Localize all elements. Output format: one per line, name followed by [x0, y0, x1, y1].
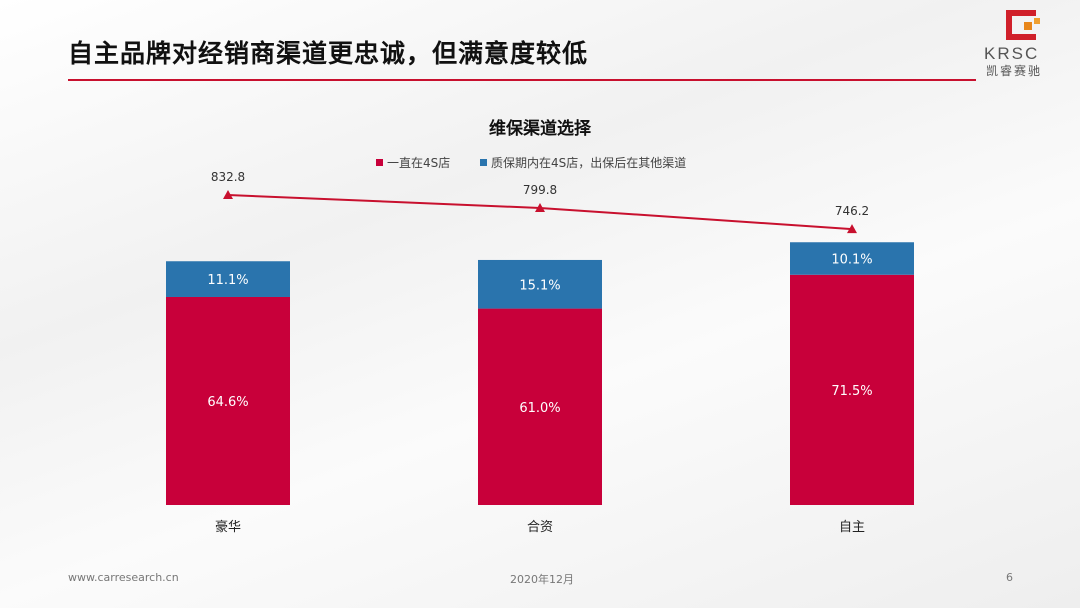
- data-label: 10.1%: [831, 253, 872, 268]
- logo-cn: 凯睿赛驰: [986, 64, 1043, 78]
- footer-url: www.carresearch.cn: [68, 571, 179, 584]
- bar-segment: [478, 259, 602, 309]
- data-label: 11.1%: [207, 273, 248, 288]
- krsc-logo: [1006, 10, 1040, 40]
- line-label: 799.8: [523, 183, 557, 197]
- bar-segment: [166, 296, 290, 505]
- line-label: 832.8: [211, 170, 245, 184]
- bar-segment: [790, 242, 914, 275]
- data-label: 61.0%: [519, 401, 560, 416]
- data-label: 15.1%: [519, 278, 560, 293]
- line-marker: [223, 190, 233, 199]
- logo-text: KRSC: [984, 44, 1040, 63]
- legend-swatch-blue: [480, 159, 487, 166]
- line-series: [227, 194, 853, 231]
- line-marker: [535, 203, 545, 213]
- legend-label-0: 一直在4S店: [387, 156, 450, 170]
- line-marker: [847, 224, 857, 234]
- chart-title: 维保渠道选择: [489, 118, 592, 139]
- category-label: 合资: [527, 520, 553, 535]
- legend: 一直在4S店 质保期内在4S店，出保后在其他渠道: [376, 156, 686, 170]
- bar-segment: [790, 274, 914, 505]
- legend-label-1: 质保期内在4S店，出保后在其他渠道: [491, 156, 686, 170]
- bar-segment: [478, 308, 602, 505]
- category-label: 自主: [839, 520, 865, 535]
- data-label: 71.5%: [831, 384, 872, 399]
- legend-swatch-red: [376, 159, 383, 166]
- category-label: 豪华: [215, 519, 241, 535]
- title-underline: [68, 79, 976, 81]
- footer-date: 2020年12月: [510, 573, 574, 586]
- page-number: 6: [1006, 571, 1013, 584]
- page-title: 自主品牌对经销商渠道更忠诚，但满意度较低: [68, 39, 589, 68]
- data-label: 64.6%: [207, 395, 248, 410]
- bar-segment: [166, 261, 290, 297]
- line-label: 746.2: [835, 204, 869, 218]
